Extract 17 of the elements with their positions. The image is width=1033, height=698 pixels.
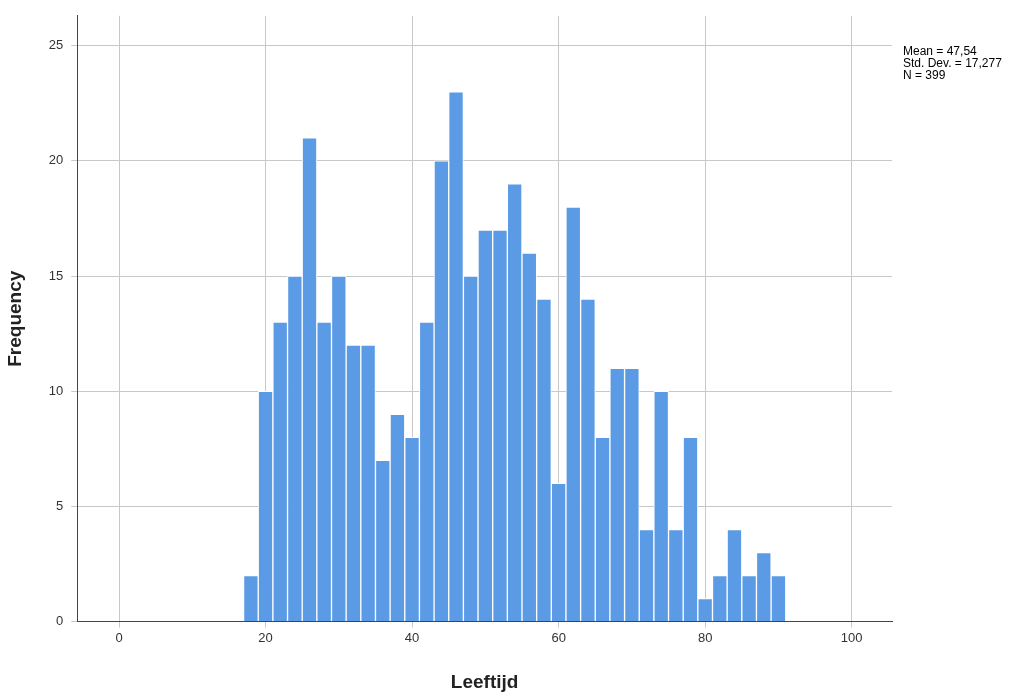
y-tick-label: 15 (48, 267, 64, 283)
x-tick-label: 0 (115, 629, 123, 645)
y-tick-label: 0 (56, 613, 64, 629)
x-tick-label: 40 (404, 629, 420, 645)
y-tick-label: 20 (48, 152, 64, 168)
y-tick-label: 25 (48, 37, 64, 53)
x-tick-label: 100 (840, 629, 863, 645)
text: Mean = 47,54 (903, 44, 978, 59)
y-tick-label: 5 (56, 498, 64, 514)
x-tick-label: 20 (258, 629, 273, 645)
text: N = 399 (903, 68, 946, 83)
x-axis-title: Leeftijd (450, 670, 519, 692)
y-tick-label: 10 (48, 382, 64, 398)
y-axis-title: Frequency (3, 270, 25, 367)
x-tick-label: 80 (697, 629, 713, 645)
text: Std. Dev. = 17,277 (903, 56, 1003, 71)
x-tick-label: 60 (551, 629, 566, 645)
